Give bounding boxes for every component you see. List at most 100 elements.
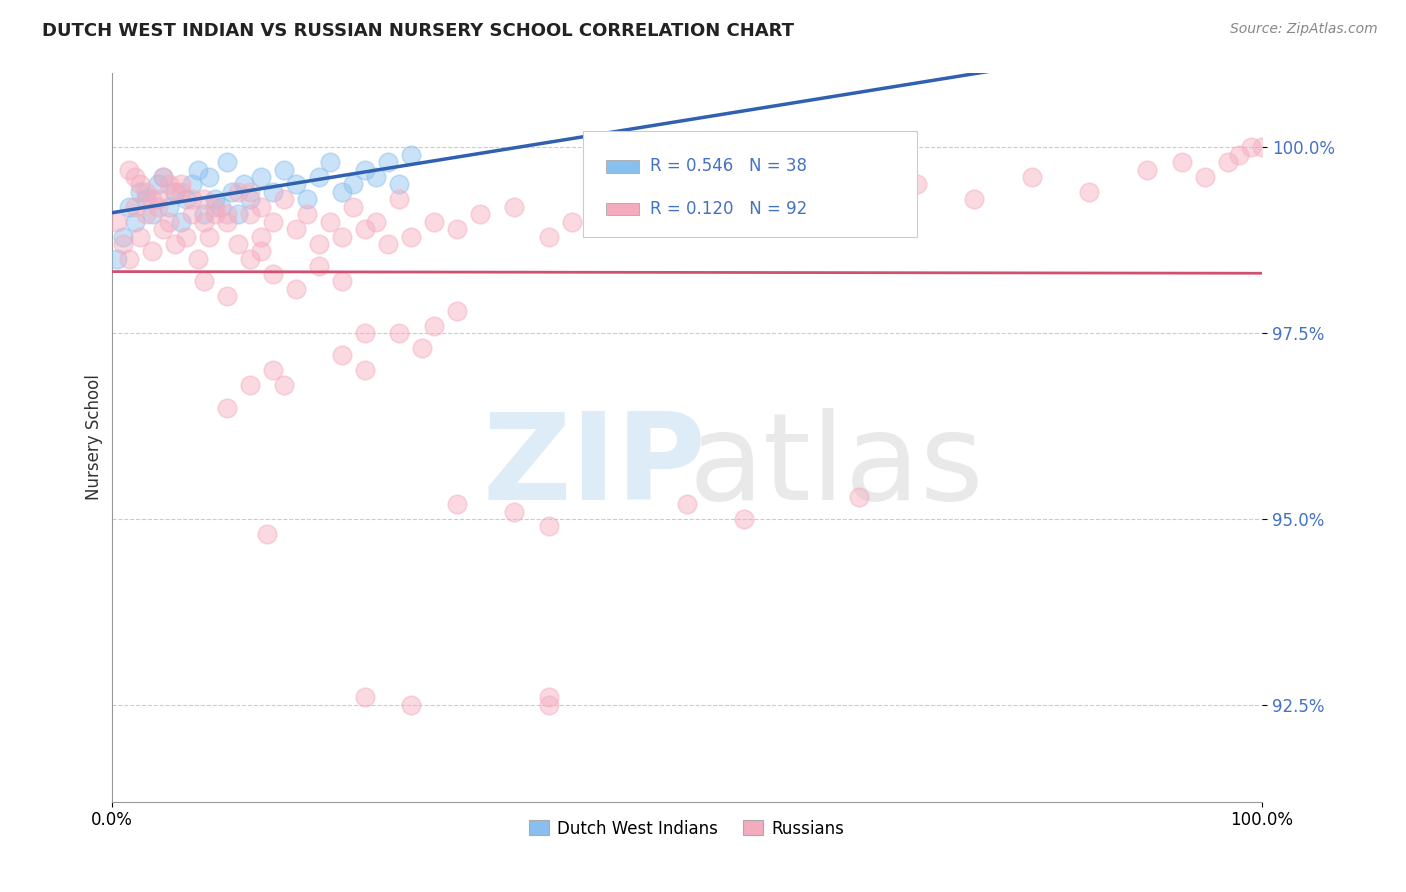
Point [319,155,342,169]
Point [262,185,284,199]
Point [353,222,375,236]
Point [163,237,186,252]
Point [330,274,353,288]
Point [193,215,215,229]
Point [537,229,560,244]
Point [198,229,221,244]
Point [239,207,262,221]
Point [181,193,204,207]
Point [319,215,342,229]
Point [129,185,152,199]
Point [226,207,249,221]
Point [157,178,180,192]
Point [239,252,262,266]
Point [118,252,141,266]
Point [124,170,146,185]
Text: atlas: atlas [689,408,984,524]
Point [1227,147,1250,161]
Point [176,193,198,207]
Point [262,267,284,281]
Point [468,207,491,221]
Point [561,215,583,229]
Point [1136,162,1159,177]
Point [215,289,238,303]
FancyBboxPatch shape [606,202,638,215]
Point [187,252,209,266]
Point [176,229,198,244]
Point [308,260,330,274]
Text: R = 0.120   N = 92: R = 0.120 N = 92 [650,200,807,218]
Point [215,207,238,221]
Point [163,185,186,199]
Point [262,363,284,377]
Point [146,178,169,192]
Point [232,178,254,192]
Point [239,378,262,392]
Point [503,200,526,214]
Point [193,193,215,207]
Point [141,207,163,221]
Point [273,162,295,177]
Point [181,178,204,192]
Point [169,215,191,229]
Point [446,497,468,511]
Point [118,200,141,214]
Point [239,185,262,199]
Point [411,341,433,355]
Point [284,178,307,192]
Point [124,200,146,214]
Text: Source: ZipAtlas.com: Source: ZipAtlas.com [1230,22,1378,37]
Point [388,326,411,341]
Point [169,185,191,199]
Point [221,185,243,199]
Point [446,304,468,318]
Point [377,237,399,252]
Point [262,215,284,229]
Text: ZIP: ZIP [482,408,707,524]
Point [848,490,870,504]
Point [152,222,174,236]
Point [204,207,226,221]
Point [124,215,146,229]
Point [963,193,986,207]
Point [295,193,318,207]
Point [135,185,157,199]
Point [215,155,238,169]
Point [141,193,163,207]
Point [1078,185,1101,199]
Point [152,170,174,185]
Point [366,170,388,185]
Point [250,200,273,214]
Point [377,155,399,169]
Point [135,207,157,221]
Point [193,274,215,288]
Point [537,519,560,533]
Point [342,200,364,214]
Point [330,229,353,244]
Point [198,170,221,185]
Point [226,237,249,252]
Point [1021,170,1043,185]
Point [1239,140,1261,154]
Point [129,178,152,192]
Point [215,215,238,229]
Point [1251,140,1274,154]
Point [422,215,444,229]
Point [157,215,180,229]
Point [118,162,141,177]
Point [446,222,468,236]
Point [422,318,444,333]
Point [256,527,278,541]
Point [273,378,295,392]
Legend: Dutch West Indians, Russians: Dutch West Indians, Russians [523,813,851,844]
Point [308,237,330,252]
Point [388,178,411,192]
Point [204,200,226,214]
Point [193,207,215,221]
FancyBboxPatch shape [606,161,638,172]
Point [105,215,128,229]
Point [1194,170,1216,185]
Point [399,229,422,244]
Point [226,185,249,199]
Point [239,193,262,207]
